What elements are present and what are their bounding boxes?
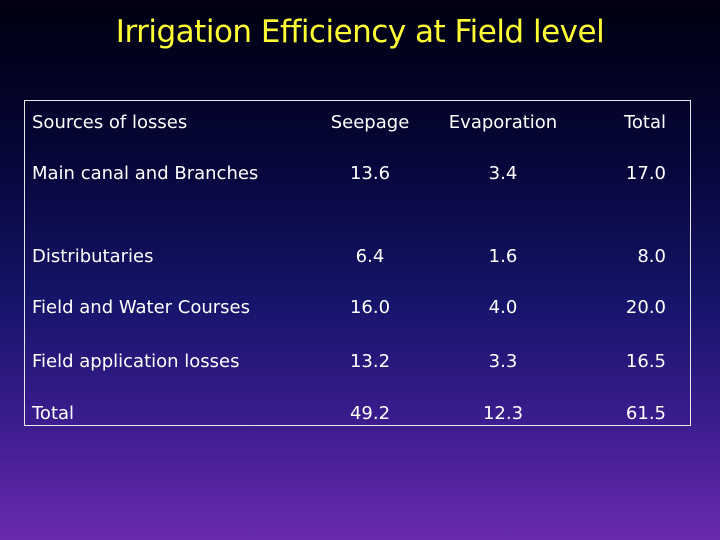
table-row-total: Total 49.2 12.3 61.5 — [25, 388, 692, 438]
row-label: Field and Water Courses — [32, 296, 251, 318]
header-sources: Sources of losses — [32, 111, 188, 133]
evaporation-cell: 12.3 — [482, 402, 524, 424]
row-label: Field application losses — [32, 350, 240, 372]
header-evaporation: Evaporation — [448, 111, 558, 133]
seepage-cell: 13.2 — [349, 350, 391, 372]
losses-table: Sources of losses Seepage Evaporation To… — [24, 100, 691, 426]
evaporation-cell: 4.0 — [488, 296, 518, 318]
evaporation-cell: 3.3 — [488, 350, 518, 372]
row-label: Distributaries — [32, 245, 154, 267]
seepage-cell: 49.2 — [349, 402, 391, 424]
header-total: Total — [623, 111, 666, 133]
row-label: Total — [32, 402, 75, 424]
losses-table-grid: Sources of losses Seepage Evaporation To… — [25, 101, 692, 438]
evaporation-cell: 3.4 — [488, 163, 518, 184]
table-row: Main canal and Branches 13.6 3.4 17.0 — [25, 143, 692, 232]
page-title: Irrigation Efficiency at Field level — [115, 14, 605, 50]
seepage-cell: 13.6 — [349, 163, 391, 184]
total-cell: 61.5 — [625, 402, 666, 424]
seepage-cell: 16.0 — [349, 296, 391, 318]
table-row: Field application losses 13.2 3.3 16.5 — [25, 334, 692, 388]
row-label: Main canal and Branches — [32, 163, 259, 184]
table-row: Distributaries 6.4 1.6 8.0 — [25, 232, 692, 280]
table-header-row: Sources of losses Seepage Evaporation To… — [25, 101, 692, 143]
total-cell: 20.0 — [625, 296, 666, 318]
total-cell: 16.5 — [625, 350, 666, 372]
total-cell: 17.0 — [625, 163, 666, 184]
total-cell: 8.0 — [637, 245, 666, 267]
table-row: Field and Water Courses 16.0 4.0 20.0 — [25, 280, 692, 334]
header-seepage: Seepage — [330, 111, 410, 133]
seepage-cell: 6.4 — [355, 245, 385, 267]
evaporation-cell: 1.6 — [488, 245, 518, 267]
